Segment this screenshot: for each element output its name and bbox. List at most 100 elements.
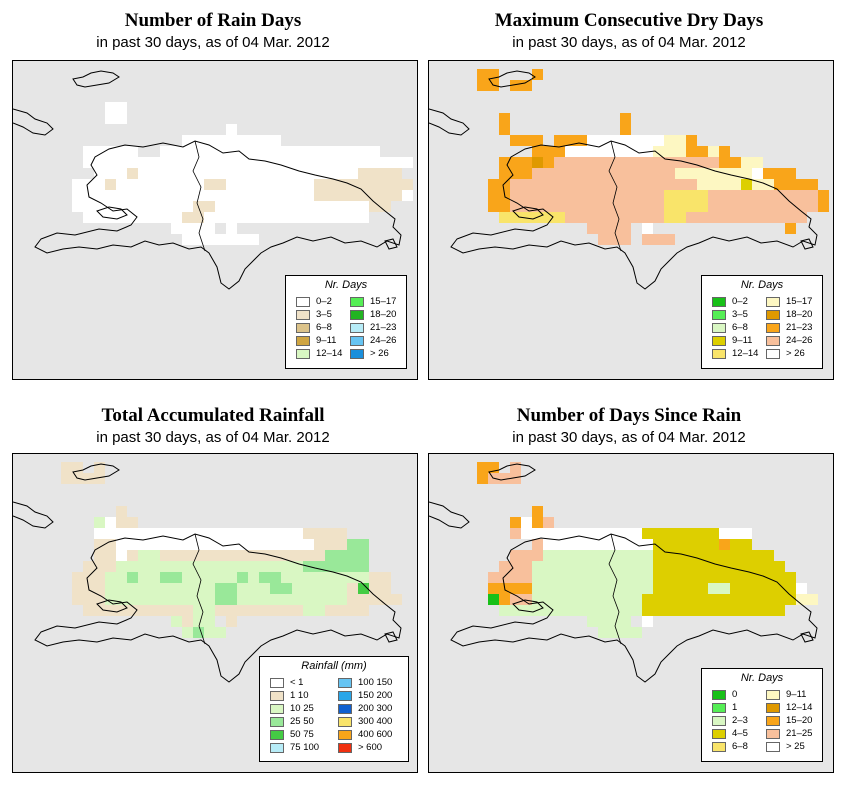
grid-cell [226,234,237,245]
grid-cell [303,146,314,157]
grid-cell [182,572,193,583]
grid-cell [741,583,752,594]
grid-cell [281,157,292,168]
grid-cell [94,594,105,605]
grid-cell [609,234,620,245]
grid-cell [686,146,697,157]
grid-cell [741,594,752,605]
grid-cell [336,190,347,201]
grid-cell [642,179,653,190]
grid-cell [292,168,303,179]
grid-cell [204,223,215,234]
grid-cell [105,605,116,616]
grid-cell [675,583,686,594]
grid-cell [653,212,664,223]
legend-item: 1 [712,702,737,714]
grid-cell [292,583,303,594]
grid-cell [94,473,105,484]
grid-cell [94,146,105,157]
grid-cell [226,212,237,223]
legend-label: 21–25 [786,728,813,739]
legend-swatch [296,349,310,359]
grid-cell [270,550,281,561]
grid-cell [741,528,752,539]
grid-cell [248,594,259,605]
grid-cell [697,539,708,550]
grid-cell [532,583,543,594]
grid-cell [347,179,358,190]
legend-swatch [338,691,352,701]
grid-cell [149,561,160,572]
grid-cell [708,572,719,583]
grid-cell [488,594,499,605]
grid-cell [270,190,281,201]
grid-cell [292,561,303,572]
grid-cell [259,168,270,179]
legend-swatch [270,743,284,753]
grid-cell [576,157,587,168]
legend-swatch [350,323,364,333]
grid-cell [576,135,587,146]
grid-cell [270,179,281,190]
grid-cell [708,146,719,157]
grid-cell [204,583,215,594]
coastline-islet [13,108,54,136]
grid-cell [576,168,587,179]
grid-cell [83,572,94,583]
grid-cell [774,179,785,190]
grid-cell [620,146,631,157]
grid-cell [642,583,653,594]
grid-cell [336,605,347,616]
panel-total-rainfall: Total Accumulated Rainfall in past 30 da… [0,405,426,785]
grid-cell [72,594,83,605]
grid-cell [554,561,565,572]
legend-label: 18–20 [370,309,397,320]
grid-cell [642,561,653,572]
grid-cell [609,561,620,572]
grid-cell [565,146,576,157]
grid-cell [664,539,675,550]
legend-swatch [338,743,352,753]
grid-cell [171,190,182,201]
grid-cell [204,146,215,157]
grid-cell [653,179,664,190]
country-border [192,140,206,252]
grid-cell [620,124,631,135]
grid-cell [270,146,281,157]
grid-cell [303,583,314,594]
grid-cell [336,179,347,190]
legend-label: 2–3 [732,715,748,726]
panel-title: Total Accumulated Rainfall [101,405,325,426]
grid-cell [620,594,631,605]
grid-cell [576,201,587,212]
coastline-islet [384,631,398,643]
grid-cell [391,594,402,605]
grid-cell [259,583,270,594]
grid-cell [642,212,653,223]
grid-cell [686,157,697,168]
grid-cell [347,212,358,223]
grid-cell [752,583,763,594]
grid-cell [325,605,336,616]
grid-cell [138,212,149,223]
grid-cell [543,179,554,190]
grid-cell [237,572,248,583]
grid-cell [543,539,554,550]
legend-item: 150 200 [338,690,392,702]
legend-item: 6–8 [712,741,748,753]
grid-cell [598,168,609,179]
grid-cell [380,572,391,583]
grid-cell [336,583,347,594]
grid-cell [149,201,160,212]
grid-cell [94,462,105,473]
grid-cell [510,168,521,179]
legend-label: 10 25 [290,703,314,714]
grid-cell [653,234,664,245]
grid-cell [576,572,587,583]
grid-cell [807,190,818,201]
grid-cell [686,605,697,616]
grid-cell [336,550,347,561]
coastline-hispaniola [34,140,402,290]
grid-cell [510,583,521,594]
coastline-islet [512,206,544,220]
